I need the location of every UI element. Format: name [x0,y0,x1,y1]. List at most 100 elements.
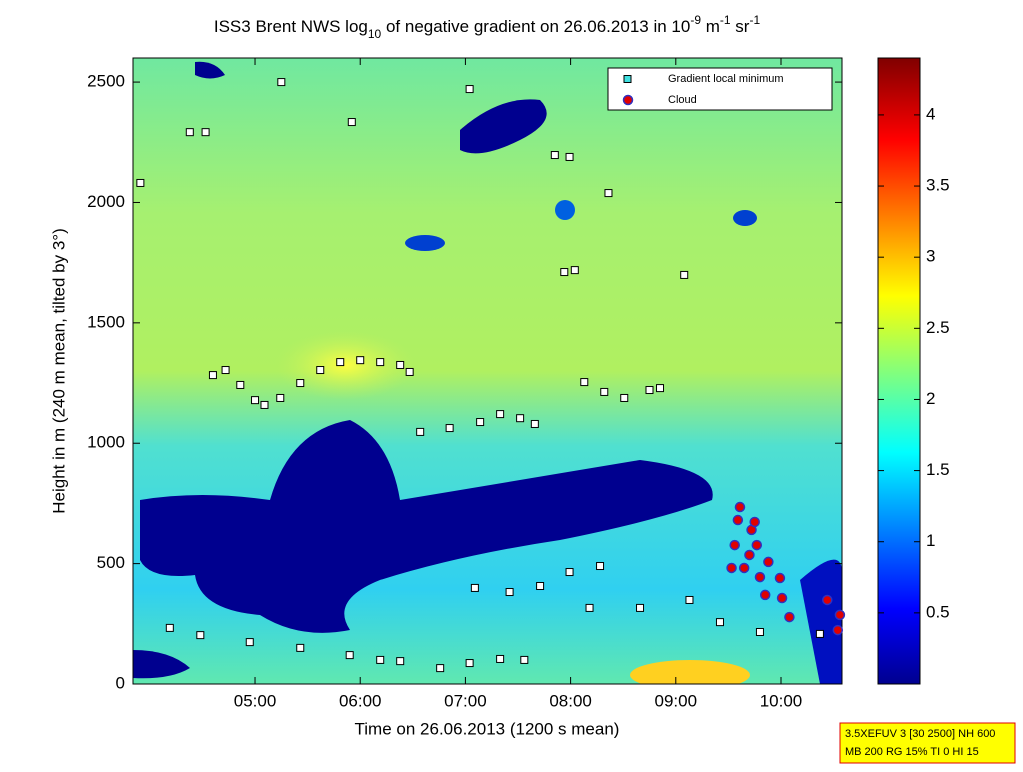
point [405,367,414,376]
x-tick-label: 05:00 [234,691,277,710]
point [570,266,579,275]
point [316,366,325,375]
point [536,582,545,591]
colorbar-tick-label: 0.5 [926,602,950,621]
point [277,78,286,87]
point [496,410,505,419]
point [165,623,174,632]
point [470,583,479,592]
y-tick-label: 1000 [87,433,125,452]
colorbar-tick-label: 3 [926,247,935,266]
point [834,609,846,621]
annotation-box [839,722,1016,764]
point [336,358,345,367]
x-tick-label: 10:00 [760,691,803,710]
point [600,387,609,396]
title-part: m [701,17,720,36]
point [516,414,525,423]
point [604,189,613,198]
point [749,516,760,528]
colorbar-tick-label: 4 [926,104,935,123]
x-tick-label: 08:00 [549,691,592,710]
point [416,427,425,436]
point [754,571,766,583]
plot-frame [132,57,843,685]
point [685,595,694,604]
point [596,562,605,571]
title-part: ISS3 Brent NWS log [214,17,368,36]
point [505,588,514,597]
point [776,592,788,604]
point [345,651,354,660]
point [550,151,559,160]
point [715,618,724,627]
colorbar-tick-label: 1.5 [926,460,950,479]
point [476,418,485,427]
point [784,611,795,623]
point [356,356,365,365]
colorbar-tick-label: 3.5 [926,176,950,195]
legend-marker [623,75,632,83]
x-tick-label: 06:00 [339,691,382,710]
point [496,654,505,663]
x-tick-label: 09:00 [655,691,698,710]
title-part: 10 [368,27,382,41]
point [774,572,786,584]
point [645,386,654,395]
point [815,629,824,638]
point [822,594,833,606]
point [465,85,474,94]
point [580,378,589,387]
legend-label: Cloud [668,94,697,106]
y-axis-label: Height in m (240 m mean, tilted by 3°) [49,228,68,514]
title-part: sr [731,17,750,36]
point [236,380,245,389]
point [396,657,405,666]
point [585,603,594,612]
title-part: -9 [690,13,701,27]
heatmap [133,58,842,684]
point [732,514,744,526]
title-part: -1 [720,13,731,27]
colorbar-tick-label: 1 [926,531,935,550]
point [734,501,746,513]
point [744,549,755,561]
point [763,556,774,568]
point [759,589,771,601]
chart-title: ISS3 Brent NWS log10 of negative gradien… [214,13,761,41]
point [832,624,844,636]
point [396,360,405,369]
point [565,568,574,577]
point [376,655,385,664]
point [755,627,764,636]
point [201,128,210,137]
point [620,393,629,402]
point [436,664,445,673]
point [530,419,539,428]
title-part: of negative gradient on 26.06.2013 in 10 [381,17,690,36]
point [251,396,260,405]
point [376,358,385,367]
point [560,268,569,277]
point [520,655,529,664]
point [751,539,763,551]
y-tick-label: 500 [97,553,125,572]
point [260,400,269,409]
point [738,562,750,574]
annotation: 3.5XEFUV 3 [30 2500] NH 600 [845,728,995,740]
y-tick-label: 1500 [87,312,125,331]
y-tick-label: 2000 [87,192,125,211]
point [245,638,254,647]
point [296,379,305,388]
point [196,631,205,640]
point [636,603,645,612]
point [680,270,689,279]
point [347,118,356,127]
legend-marker [622,94,634,106]
point [276,393,285,402]
colorbar-tick-label: 2.5 [926,318,950,337]
point [136,178,145,187]
point [656,384,665,393]
annotation: MB 200 RG 15% TI 0 HI 15 [845,746,979,758]
y-tick-label: 0 [116,673,125,692]
